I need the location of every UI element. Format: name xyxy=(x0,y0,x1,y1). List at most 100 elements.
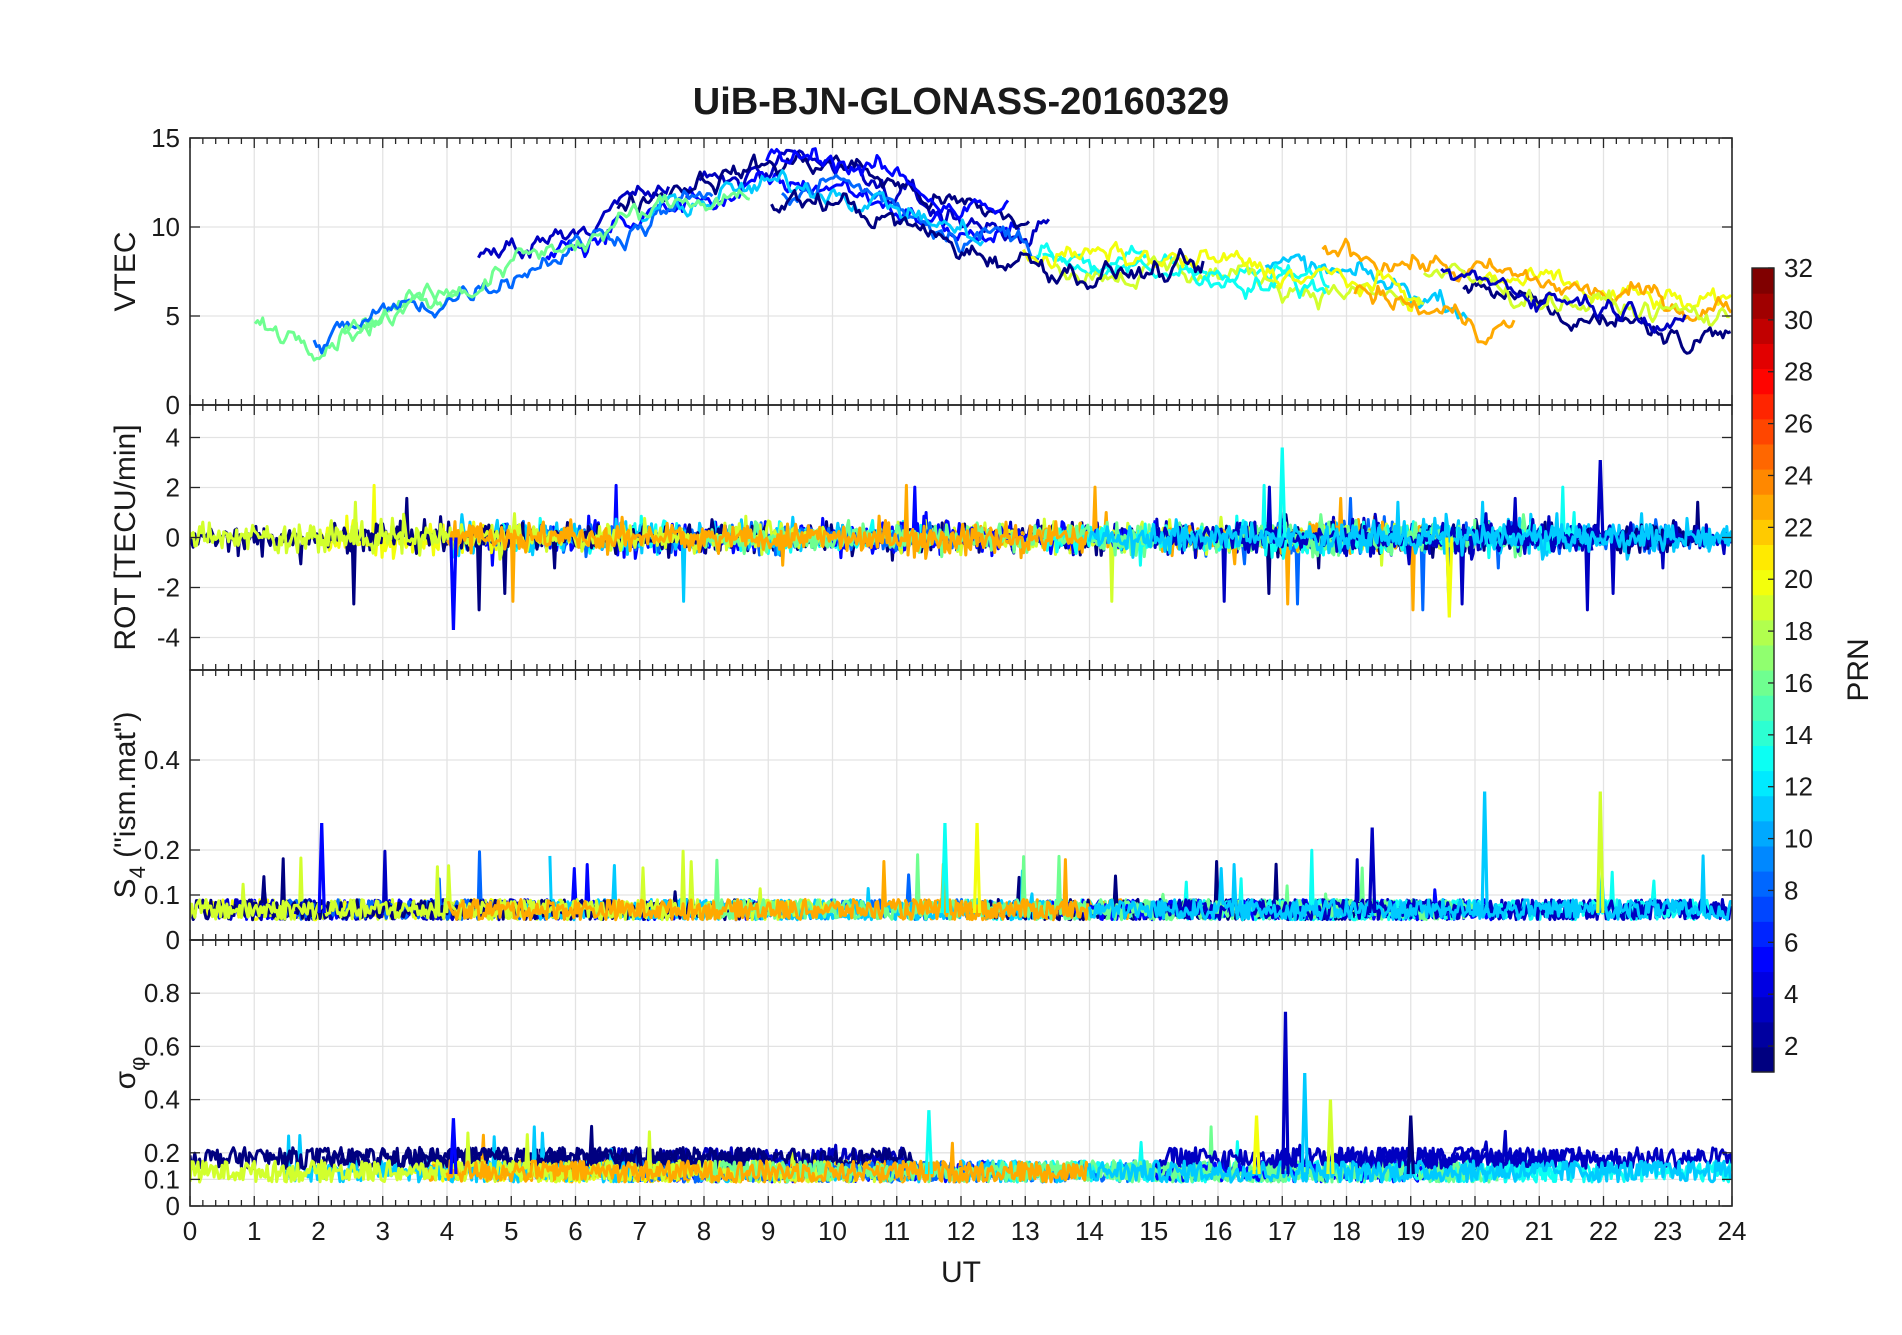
x-tick-label: 14 xyxy=(1075,1216,1104,1246)
x-tick-label: 22 xyxy=(1589,1216,1618,1246)
y-axis-label-sigma: σφ xyxy=(109,1057,150,1090)
x-tick-label: 8 xyxy=(697,1216,711,1246)
prn-trace xyxy=(781,173,1040,260)
colorbar-swatch xyxy=(1752,795,1774,822)
peak-mark xyxy=(924,1110,934,1175)
prn-trace xyxy=(1422,262,1730,327)
peak-mark xyxy=(317,822,326,914)
prn-trace xyxy=(1152,1143,1732,1171)
plot-area-vtec xyxy=(190,138,1732,405)
colorbar-tick-label: 4 xyxy=(1784,979,1798,1009)
colorbar-swatch xyxy=(1752,293,1774,319)
x-tick-label: 7 xyxy=(633,1216,647,1246)
x-tick-label: 13 xyxy=(1011,1216,1040,1246)
colorbar-swatch xyxy=(1752,268,1774,294)
x-tick-label: 5 xyxy=(504,1216,518,1246)
prn-trace xyxy=(765,147,1010,221)
prn-trace xyxy=(1088,1159,1732,1184)
y-tick-label: 0.1 xyxy=(144,1164,180,1194)
colorbar-tick-label: 18 xyxy=(1784,616,1813,646)
colorbar-swatch xyxy=(1752,594,1774,621)
x-tick-label: 11 xyxy=(883,1216,910,1246)
colorbar-tick-label: 22 xyxy=(1784,512,1813,542)
y-tick-label: 0.4 xyxy=(144,1085,180,1115)
x-tick-label: 15 xyxy=(1139,1216,1168,1246)
peak-mark xyxy=(1480,791,1489,914)
prn-trace xyxy=(545,171,1021,261)
peak-mark xyxy=(1281,1011,1290,1175)
colorbar-swatch xyxy=(1752,695,1774,721)
x-tick-label: 2 xyxy=(311,1216,325,1246)
colorbar-swatch xyxy=(1752,393,1774,420)
y-tick-label: 15 xyxy=(151,123,180,153)
peak-mark xyxy=(1596,791,1605,914)
colorbar-swatch xyxy=(1752,418,1774,445)
colorbar-swatch xyxy=(1752,519,1774,545)
prn-trace xyxy=(253,282,460,362)
colorbar-swatch xyxy=(1752,871,1774,897)
colorbar-tick-label: 12 xyxy=(1784,772,1813,802)
colorbar-swatch xyxy=(1752,469,1774,495)
peak-mark xyxy=(1252,1115,1261,1175)
plot-area-s4 xyxy=(190,670,1732,940)
x-tick-label: 18 xyxy=(1332,1216,1361,1246)
prn-trace xyxy=(190,1145,768,1171)
peak-mark xyxy=(972,822,982,914)
y-tick-label: 0.2 xyxy=(144,1138,180,1168)
y-axis-label-rot: ROT [TECU/min] xyxy=(109,424,142,650)
x-tick-label: 1 xyxy=(247,1216,261,1246)
y-tick-label: 0.1 xyxy=(144,880,180,910)
colorbar-swatch xyxy=(1752,1046,1774,1073)
colorbar-tick-label: 26 xyxy=(1784,409,1813,439)
colorbar-tick-label: 30 xyxy=(1784,305,1813,335)
prn-trace xyxy=(477,184,671,260)
colorbar-swatch xyxy=(1752,971,1774,998)
peak-mark xyxy=(1278,447,1287,538)
y-axis-label-s4: S4 ("ism.mat") xyxy=(109,712,150,899)
colorbar-label: PRN xyxy=(1842,638,1875,701)
peak-mark xyxy=(449,537,458,631)
x-tick-label: 6 xyxy=(568,1216,582,1246)
x-tick-label: 17 xyxy=(1268,1216,1297,1246)
colorbar-swatch xyxy=(1752,996,1774,1023)
peak-mark xyxy=(940,822,950,914)
colorbar-swatch xyxy=(1752,544,1774,571)
prn-trace xyxy=(446,858,1090,922)
y-tick-label: 0.6 xyxy=(144,1031,180,1061)
colorbar-swatch xyxy=(1752,619,1774,646)
y-tick-label: 0 xyxy=(166,1191,180,1221)
colorbar-swatch xyxy=(1752,670,1774,696)
colorbar-tick-label: 32 xyxy=(1784,253,1813,283)
prn-trace xyxy=(1440,267,1687,334)
x-tick-label: 9 xyxy=(761,1216,775,1246)
peak-mark xyxy=(449,1118,458,1175)
colorbar-tick-label: 28 xyxy=(1784,357,1813,387)
y-tick-label: 0 xyxy=(166,523,180,553)
prn-trace xyxy=(1021,241,1421,313)
x-tick-label: 20 xyxy=(1461,1216,1490,1246)
colorbar-swatch xyxy=(1752,720,1774,746)
prn-trace xyxy=(1088,500,1732,561)
colorbar-tick-label: 14 xyxy=(1784,720,1813,750)
y-tick-label: -4 xyxy=(157,623,180,653)
colorbar-tick-label: 8 xyxy=(1784,875,1798,905)
colorbar-swatch xyxy=(1752,1021,1774,1048)
x-tick-label: 21 xyxy=(1525,1216,1554,1246)
x-tick-label: 19 xyxy=(1396,1216,1425,1246)
y-tick-label: 0 xyxy=(166,390,180,420)
colorbar-tick-label: 6 xyxy=(1784,927,1798,957)
chart-title: UiB-BJN-GLONASS-20160329 xyxy=(693,81,1229,123)
prn-trace xyxy=(1036,242,1330,289)
colorbar-swatch xyxy=(1752,896,1774,922)
peak-mark xyxy=(1300,1072,1309,1175)
colorbar-frame xyxy=(1751,267,1775,1073)
y-axis-label-vtec: VTEC xyxy=(109,231,142,311)
prn-trace xyxy=(1054,255,1425,311)
y-tick-label: -2 xyxy=(157,573,180,603)
colorbar-swatch xyxy=(1752,921,1774,947)
prn-trace xyxy=(698,148,1051,249)
x-tick-label: 4 xyxy=(440,1216,454,1246)
y-tick-label: 0 xyxy=(166,925,180,955)
